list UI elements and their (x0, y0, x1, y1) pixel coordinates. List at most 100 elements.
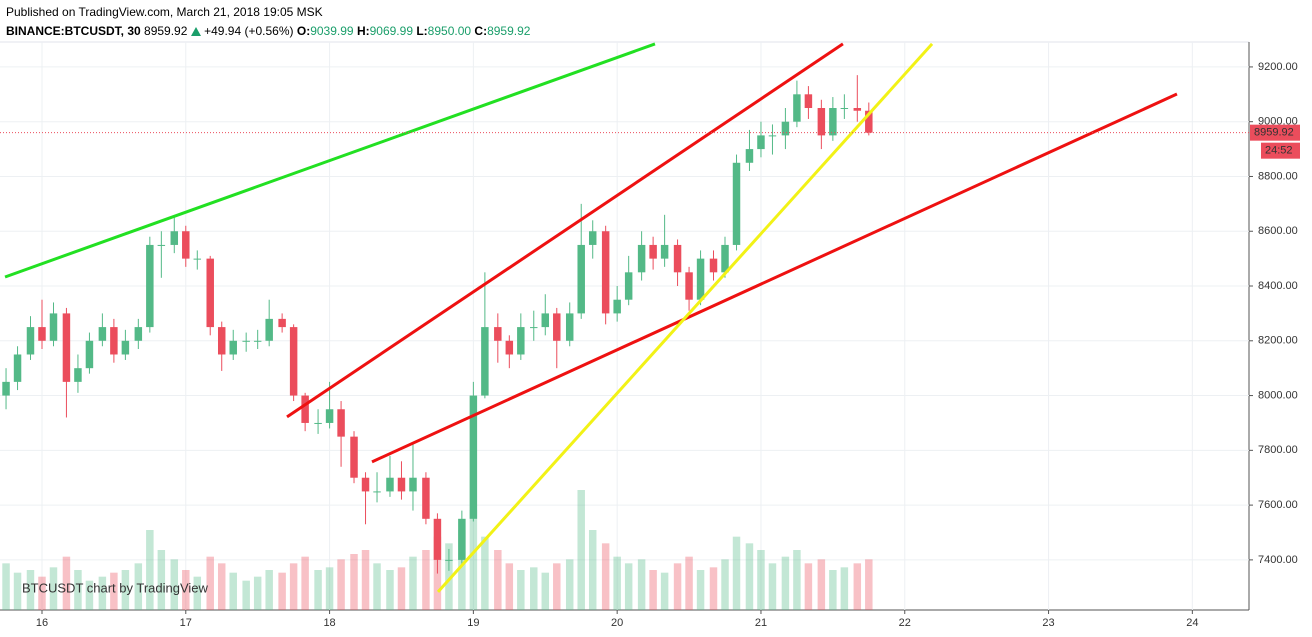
volume-bar (170, 559, 179, 610)
candle-body (494, 327, 502, 341)
x-tick-label: 21 (755, 617, 767, 629)
candle-body (721, 244, 729, 273)
volume-bar (530, 567, 538, 610)
candle-body (49, 313, 58, 341)
trend-line (4, 42, 656, 279)
candle-body (422, 477, 430, 519)
volume-bar (62, 556, 71, 610)
volume-bar (361, 550, 370, 610)
volume-bar (458, 530, 466, 610)
candle-body (853, 108, 862, 111)
volume-bar (314, 570, 322, 610)
volume-bar (768, 563, 777, 610)
candle-body (278, 318, 286, 328)
volume-bar (13, 572, 22, 610)
candle-body (673, 244, 682, 273)
candle-body (613, 299, 621, 314)
volume-bar (601, 543, 610, 610)
volume-bar (206, 556, 214, 610)
volume-bar (613, 556, 621, 610)
volume-bar (781, 556, 790, 610)
volume-bar (721, 559, 729, 610)
volume-bar (517, 570, 525, 610)
ohlc-label: C: (474, 24, 488, 38)
volume-bar (110, 572, 118, 610)
ohlc-value: 9069.99 (369, 24, 413, 38)
y-tick-label: 7800.00 (1258, 444, 1298, 456)
candle-body (624, 272, 633, 300)
candle-body (170, 231, 179, 245)
candle-body (541, 313, 550, 328)
candle-body (314, 422, 322, 424)
candle-body (793, 94, 801, 122)
volume-bar (660, 572, 669, 610)
volume-bar (445, 543, 453, 610)
candle-body (565, 313, 574, 341)
x-tick-label: 19 (467, 617, 479, 629)
countdown-box (1261, 142, 1300, 159)
candle-body (386, 477, 394, 492)
candle-body (229, 340, 237, 355)
symbol: BINANCE:BTCUSDT, 30 (6, 24, 141, 38)
candle-body (577, 244, 585, 314)
volume-bar (494, 550, 502, 610)
candle-body (242, 340, 250, 342)
volume-bar (804, 563, 813, 610)
last-price: 8959.92 (144, 24, 188, 38)
x-tick-label: 20 (611, 617, 623, 629)
candle-body (829, 108, 837, 136)
candle-body (98, 327, 107, 341)
volume-bar (325, 567, 334, 610)
y-tick-label: 7400.00 (1258, 554, 1298, 566)
y-tick-label: 8400.00 (1258, 280, 1298, 292)
volume-bar (182, 570, 190, 610)
candle-body (685, 272, 693, 300)
volume-bar (26, 570, 35, 610)
candle-body (696, 258, 705, 300)
ohlc-value: 9039.99 (310, 24, 354, 38)
candle-body (637, 244, 646, 273)
volume-bar (696, 570, 705, 610)
ohlc: O:9039.99 H:9069.99 L:8950.00 C:8959.92 (297, 24, 531, 38)
candle-body (373, 491, 381, 493)
volume-bar (373, 563, 381, 610)
candle-body (146, 244, 154, 328)
volume-bar (469, 510, 478, 610)
volume-bar (553, 563, 561, 610)
y-tick-label: 8600.00 (1258, 225, 1298, 237)
volume-bar (278, 572, 286, 610)
volume-bar (289, 563, 298, 610)
volume-bar (829, 570, 837, 610)
symbol-line: BINANCE:BTCUSDT, 30 8959.92 +49.94 (+0.5… (6, 22, 530, 41)
trend-line (371, 92, 1178, 464)
volume-bar (38, 576, 46, 610)
volume-bar (745, 543, 754, 610)
volume-bar (301, 556, 309, 610)
y-tick-label: 8800.00 (1258, 170, 1298, 182)
volume-bar (49, 567, 58, 610)
volume-bar (397, 567, 406, 610)
volume-bar (541, 572, 550, 610)
volume-bar (422, 550, 430, 610)
candle-body (121, 340, 130, 355)
candle-body (409, 477, 417, 492)
volume-bar (193, 576, 202, 610)
volume-bar (121, 570, 130, 610)
candle-body (469, 395, 478, 519)
candle-body (397, 477, 406, 492)
volume-bar (98, 576, 107, 610)
candle-body (732, 162, 741, 245)
volume-bar (350, 554, 358, 610)
volume-bar (481, 536, 489, 610)
volume-bar (74, 570, 82, 610)
volume-bar (157, 550, 166, 610)
candle-body (745, 149, 754, 163)
candle-body (85, 340, 94, 369)
volume-bar (386, 570, 394, 610)
up-arrow (190, 27, 201, 36)
volume-bar (577, 490, 585, 610)
volume-bar (217, 563, 226, 610)
candle-body (217, 327, 226, 355)
candle-body (601, 231, 610, 314)
y-tick-label: 9000.00 (1258, 116, 1298, 128)
